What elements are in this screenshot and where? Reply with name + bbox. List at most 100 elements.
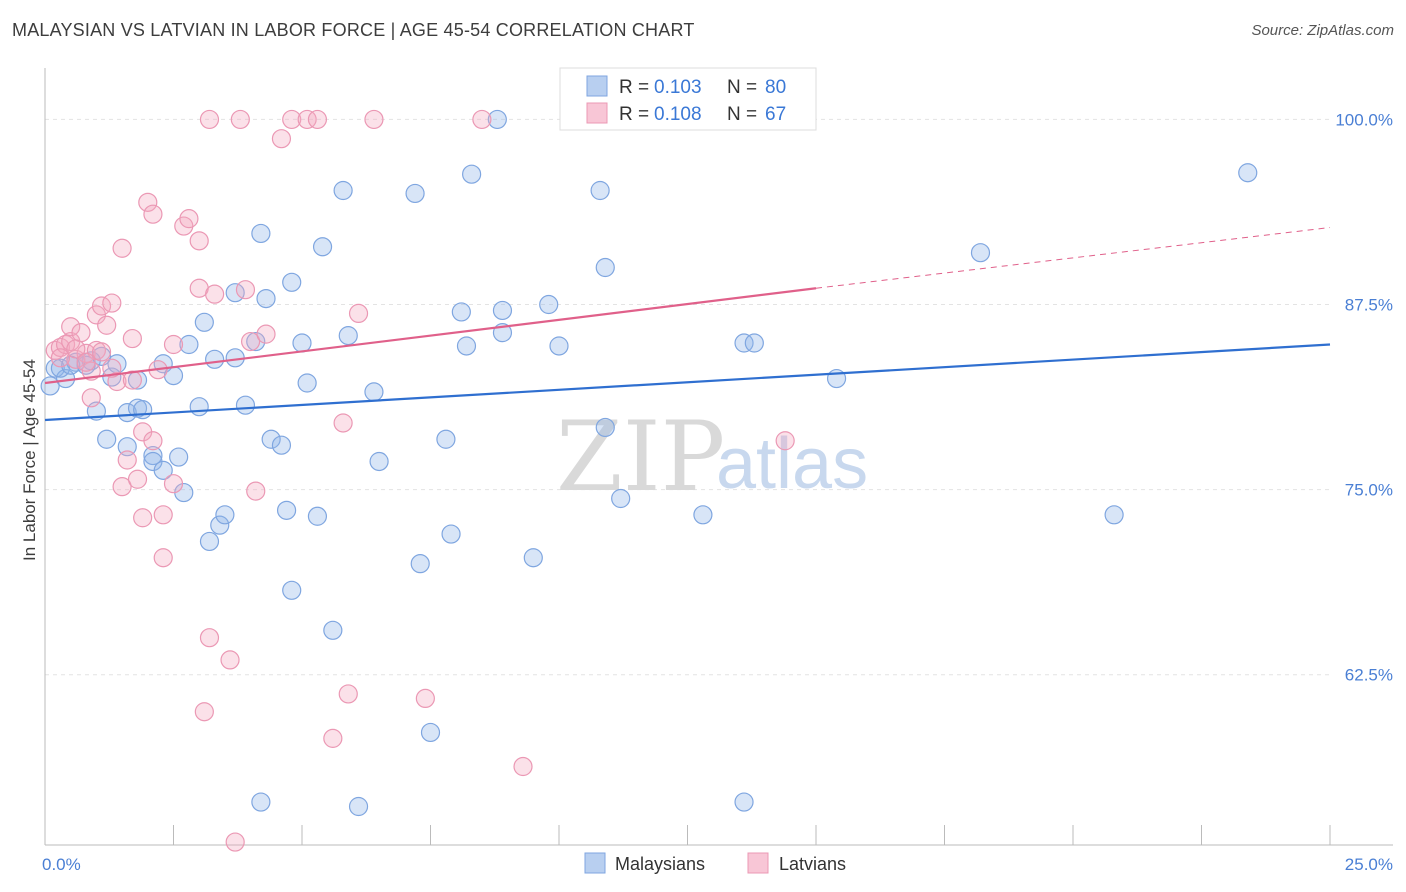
legend-n-value: 67 — [765, 104, 786, 125]
latvian-point — [71, 323, 91, 343]
malaysian-point — [492, 300, 513, 321]
malaysian-point — [734, 792, 754, 812]
malaysian-point — [487, 109, 507, 130]
bottom-legend: Malaysians Latvians — [584, 852, 846, 874]
latvian-point — [199, 628, 220, 648]
latvian-point — [364, 109, 384, 130]
legend-n-label: N = — [727, 104, 757, 125]
malaysian-point — [523, 548, 543, 568]
bottom-legend-latvians: Latvians — [779, 854, 846, 874]
malaysian-point — [312, 237, 333, 257]
latvian-point — [271, 129, 292, 149]
malaysian-point — [194, 312, 214, 332]
malaysian-point — [251, 792, 271, 812]
latvian-point — [61, 317, 81, 337]
latvian-point — [163, 474, 184, 494]
legend-r-label: R = — [619, 77, 649, 98]
latvian-point — [256, 324, 276, 344]
malaysian-point — [276, 500, 297, 520]
y-tick-label: 62.5% — [1345, 666, 1393, 685]
malaysian-point — [292, 333, 312, 353]
latvian-point — [775, 431, 795, 451]
malaysian-point — [199, 531, 220, 552]
y-tick-label: 87.5% — [1345, 296, 1393, 315]
watermark-zip: ZIP — [556, 401, 725, 513]
latvian-point — [220, 650, 240, 670]
x-tick-label: 0.0% — [42, 855, 81, 874]
malaysian-point — [595, 417, 615, 438]
malaysian-point — [970, 243, 991, 263]
malaysian-point — [179, 334, 199, 355]
malaysian-point — [420, 722, 441, 743]
malaysian-point — [133, 400, 153, 420]
latvian-point — [97, 315, 117, 335]
bottom-legend-malaysians: Malaysians — [615, 854, 705, 874]
latvian-point — [348, 303, 369, 324]
latvian-point — [323, 728, 343, 748]
malaysian-trend-line — [44, 343, 1331, 422]
latvian-point — [91, 342, 112, 362]
malaysian-point — [462, 164, 482, 184]
malaysian-point — [215, 505, 235, 525]
latvian-point — [472, 109, 492, 130]
malaysian-point — [256, 288, 276, 309]
legend-n-label: N = — [727, 77, 757, 98]
latvian-point — [282, 109, 302, 130]
legend-n-value: 80 — [765, 77, 786, 98]
latvian-point — [50, 337, 71, 358]
malaysian-point — [153, 460, 173, 480]
latvian-point — [246, 481, 266, 501]
malaysian-point — [333, 180, 353, 201]
latvian-point — [415, 688, 435, 709]
latvian-point — [338, 684, 358, 704]
malaysian-point — [364, 382, 384, 402]
malaysian-point — [456, 336, 477, 356]
latvian-point — [333, 413, 353, 433]
malaysian-point — [441, 524, 461, 544]
bottom-legend-swatch-latvians — [747, 852, 769, 874]
watermark-atlas: atlas — [716, 424, 868, 504]
y-tick-labels: 62.5% 75.0% 87.5% 100.0% — [1335, 110, 1393, 684]
latvian-point — [112, 238, 132, 258]
malaysian-point — [436, 429, 456, 449]
malaysian-point — [405, 183, 425, 204]
legend-r-label: R = — [619, 104, 649, 125]
malaysian-point — [271, 435, 292, 455]
legend-r-value: 0.103 — [654, 77, 702, 98]
latvian-point — [297, 109, 317, 130]
latvian-point — [50, 348, 71, 368]
latvian-point — [112, 477, 132, 497]
x-tick-labels: 0.0% 25.0% — [42, 855, 1393, 874]
latvian-point — [230, 109, 250, 130]
malaysian-point — [205, 349, 225, 369]
latvian-point — [235, 280, 256, 300]
source-label: Source: ZipAtlas.com — [1251, 22, 1394, 39]
malaysian-point — [307, 506, 328, 526]
malaysian-point — [117, 403, 137, 423]
latvian-point — [189, 231, 209, 251]
malaysian-point — [235, 395, 256, 415]
latvian-point — [241, 331, 261, 352]
malaysian-point — [734, 333, 754, 353]
legend-swatch-malaysians — [586, 75, 608, 97]
y-tick-label: 75.0% — [1345, 481, 1393, 500]
malaysian-point — [410, 554, 430, 574]
latvian-point — [133, 508, 153, 528]
trend-lines — [44, 227, 1331, 422]
latvian-point — [143, 204, 163, 224]
y-tick-label: 100.0% — [1335, 110, 1393, 129]
latvian-point — [127, 469, 148, 489]
x-tick-label: 25.0% — [1345, 855, 1393, 874]
malaysian-point — [611, 488, 631, 509]
latvian-point — [102, 358, 122, 378]
malaysian-point — [549, 336, 569, 356]
latvian-point — [225, 832, 245, 852]
malaysian-point — [1238, 163, 1258, 183]
latvian-point — [143, 431, 163, 451]
latvian-point — [205, 284, 225, 304]
latvian-point — [117, 450, 137, 470]
data-points — [40, 109, 1258, 852]
legend: R = 0.103 N = 80 R = 0.108 N = 67 — [559, 67, 817, 131]
latvian-point — [163, 334, 184, 355]
